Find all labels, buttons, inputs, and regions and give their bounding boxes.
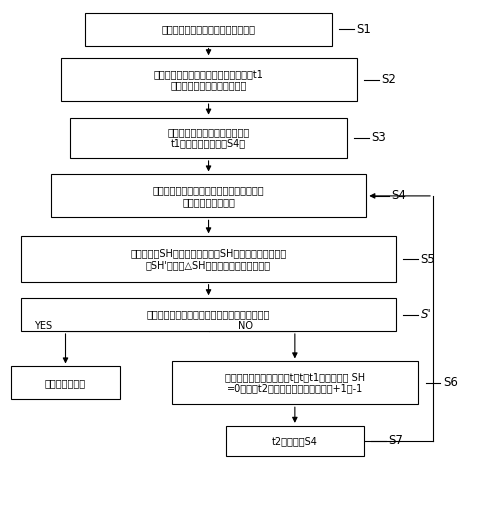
FancyBboxPatch shape	[61, 58, 357, 101]
Text: t2后，返回S4: t2后，返回S4	[272, 436, 318, 446]
FancyBboxPatch shape	[21, 298, 396, 331]
FancyBboxPatch shape	[21, 236, 396, 282]
Text: S2: S2	[381, 73, 396, 86]
Text: 判断压缩机的开启时间是否达到
t1，若是，执行步骤S4；: 判断压缩机的开启时间是否达到 t1，若是，执行步骤S4；	[168, 127, 249, 149]
Text: 本控制方法无效: 本控制方法无效	[45, 378, 86, 388]
Text: YES: YES	[34, 321, 53, 331]
FancyBboxPatch shape	[172, 361, 418, 404]
FancyBboxPatch shape	[11, 366, 120, 399]
Text: S': S'	[421, 308, 432, 321]
Text: 确定过热度SH，根据当前过热度SH及其与上一时刻过热
度SH'的差值△SH对阀的控制调节阀的开度: 确定过热度SH，根据当前过热度SH及其与上一时刻过热 度SH'的差值△SH对阀的…	[130, 248, 287, 270]
Text: S6: S6	[443, 376, 458, 389]
Text: 根据蒸发器的出口温度与进口温度的差值，
确定阀的实际过热度: 根据蒸发器的出口温度与进口温度的差值， 确定阀的实际过热度	[153, 185, 264, 207]
FancyBboxPatch shape	[70, 117, 347, 158]
Text: 压缩机开，膨胀阀开，且在压缩机开启t1
内将阀的开度设置为基准开度: 压缩机开，膨胀阀开，且在压缩机开启t1 内将阀的开度设置为基准开度	[154, 69, 263, 90]
Text: 压缩机连续运行一定时间t（t＞t1）后，且在 SH
=0退出后t2时间内，调节阀的步数为+1或-1: 压缩机连续运行一定时间t（t＞t1）后，且在 SH =0退出后t2时间内，调节阀…	[225, 372, 365, 394]
FancyBboxPatch shape	[85, 13, 332, 46]
Text: S5: S5	[421, 252, 435, 266]
Text: S1: S1	[357, 23, 372, 36]
FancyBboxPatch shape	[51, 174, 367, 217]
FancyBboxPatch shape	[226, 426, 364, 456]
Text: S4: S4	[391, 189, 406, 202]
Text: S7: S7	[388, 434, 403, 448]
Text: NO: NO	[238, 321, 253, 331]
Text: S3: S3	[372, 131, 386, 144]
Text: 是否有压缩机排气温度对阀过热度和开度的修正: 是否有压缩机排气温度对阀过热度和开度的修正	[147, 310, 270, 320]
Text: 设定目标过热度，膨胀阀的基准开度: 设定目标过热度，膨胀阀的基准开度	[162, 24, 255, 34]
